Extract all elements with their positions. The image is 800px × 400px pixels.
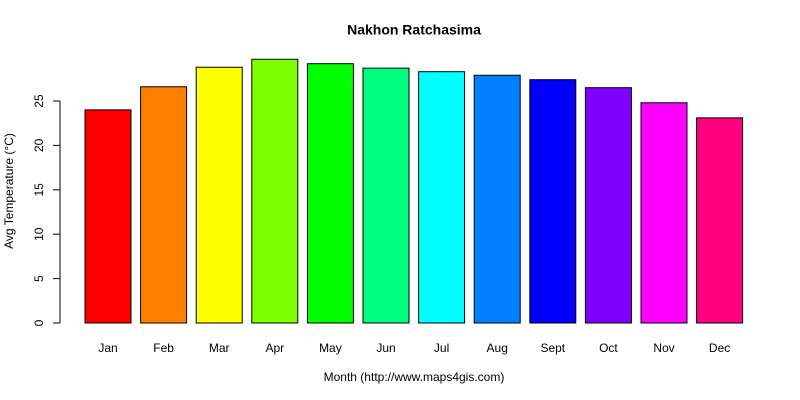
- bar: [140, 86, 188, 324]
- x-tick-label: Aug: [487, 341, 508, 355]
- x-tick-label: Nov: [653, 341, 674, 355]
- x-tick-label: Sept: [540, 341, 565, 355]
- x-tick-label: Apr: [265, 341, 284, 355]
- bar: [195, 66, 243, 324]
- bar: [84, 109, 132, 324]
- bar: [529, 79, 577, 324]
- y-tick-label: 0: [32, 319, 46, 326]
- y-tick-label: 15: [32, 183, 46, 197]
- x-tick-label: Jan: [98, 341, 117, 355]
- y-axis-title: Avg Temperature (°C): [2, 133, 16, 249]
- bar: [362, 67, 410, 324]
- bar: [251, 58, 299, 324]
- bar: [696, 117, 744, 324]
- y-tick-label: 25: [32, 94, 46, 108]
- y-tick-label: 10: [32, 227, 46, 241]
- bar: [418, 71, 466, 324]
- y-tick-label: 20: [32, 138, 46, 152]
- x-tick-label: Jul: [434, 341, 449, 355]
- chart-title: Nakhon Ratchasima: [347, 22, 481, 38]
- bar: [584, 87, 632, 324]
- bar: [306, 63, 354, 324]
- bar: [640, 102, 688, 324]
- x-tick-label: Dec: [709, 341, 730, 355]
- x-tick-label: Oct: [599, 341, 618, 355]
- bar: [473, 74, 521, 324]
- x-tick-label: May: [319, 341, 342, 355]
- x-tick-label: Mar: [209, 341, 230, 355]
- x-tick-label: Feb: [153, 341, 174, 355]
- x-axis-title: Month (http://www.maps4gis.com): [324, 370, 505, 384]
- x-tick-label: Jun: [376, 341, 395, 355]
- y-tick-label: 5: [32, 275, 46, 282]
